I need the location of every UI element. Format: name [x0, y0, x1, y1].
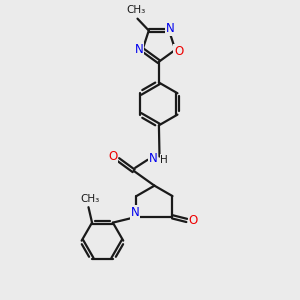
Text: N: N	[135, 43, 143, 56]
Text: H: H	[160, 155, 168, 165]
Text: CH₃: CH₃	[80, 194, 100, 204]
Text: N: N	[148, 152, 157, 165]
Text: CH₃: CH₃	[126, 5, 146, 15]
Text: O: O	[108, 150, 118, 163]
Text: O: O	[189, 214, 198, 227]
Text: N: N	[130, 206, 139, 219]
Text: O: O	[174, 45, 184, 58]
Text: N: N	[166, 22, 175, 35]
